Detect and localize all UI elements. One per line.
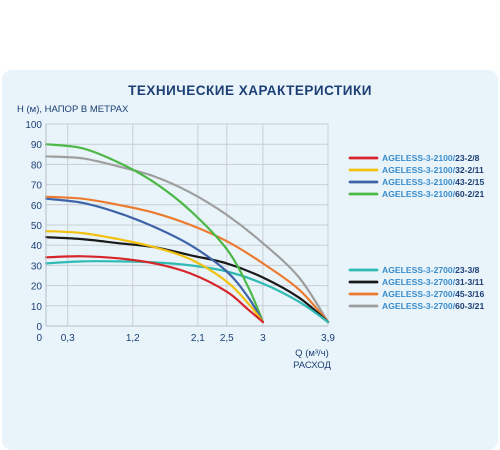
legend-model: AGELESS-3-2700/ — [382, 301, 456, 311]
legend-label: AGELESS-3-2700/23-3/8 — [382, 265, 480, 275]
series-line-43-2-15 — [44, 197, 264, 324]
legend-label: AGELESS-3-2100/43-2/15 — [382, 177, 484, 187]
x-axis-title: Q (м³/ч) — [295, 348, 329, 359]
legend-label: AGELESS-3-2700/31-3/11 — [382, 277, 484, 287]
legend-label: AGELESS-3-2100/23-2/8 — [382, 153, 480, 163]
series-line-32-2-11 — [44, 230, 264, 324]
legend-variant: 60-2/21 — [455, 189, 484, 199]
series-line-31-3-11 — [44, 236, 330, 324]
legend-model: AGELESS-3-2100/ — [382, 189, 456, 199]
legend-label: AGELESS-3-2100/32-2/11 — [382, 165, 484, 175]
y-axis-title: Н (м), НАПОР В МЕТРАХ — [17, 104, 129, 115]
legend-model: AGELESS-3-2700/ — [382, 265, 456, 275]
x-tick-label: 3 — [260, 333, 266, 344]
x-tick-label: 0,3 — [61, 333, 75, 344]
legend-model: AGELESS-3-2700/ — [382, 289, 456, 299]
y-tick-label: 50 — [31, 221, 43, 232]
x-tick-label: 1,2 — [126, 333, 140, 344]
series-line-23-2-8 — [44, 255, 264, 324]
series-line-60-3-21 — [44, 155, 330, 324]
y-tick-label: 90 — [31, 140, 43, 151]
legend-variant: 45-3/16 — [455, 289, 484, 299]
series-line-45-3-16 — [44, 195, 330, 324]
legend-variant: 23-3/8 — [455, 265, 480, 275]
chart-title: ТЕХНИЧЕСКИЕ ХАРАКТЕРИСТИКИ — [128, 83, 372, 98]
legend-label: AGELESS-3-2100/60-2/21 — [382, 189, 484, 199]
y-tick-label: 10 — [31, 302, 43, 313]
y-tick-label: 70 — [31, 181, 43, 192]
legend-model: AGELESS-3-2100/ — [382, 153, 456, 163]
legend-label: AGELESS-3-2700/60-3/21 — [382, 301, 484, 311]
legend-label: AGELESS-3-2700/45-3/16 — [382, 289, 484, 299]
x-tick-label: 3,9 — [321, 333, 335, 344]
origin-tick-label: 0 — [36, 333, 42, 344]
y-tick-label: 80 — [31, 160, 43, 171]
legend-variant: 43-2/15 — [455, 177, 484, 187]
y-tick-label: 20 — [31, 282, 43, 293]
chart-card: ТЕХНИЧЕСКИЕ ХАРАКТЕРИСТИКИ Н (м), НАПОР … — [2, 70, 498, 450]
legend-model: AGELESS-3-2100/ — [382, 177, 456, 187]
legend-model: AGELESS-3-2700/ — [382, 277, 456, 287]
pump-performance-chart: ТЕХНИЧЕСКИЕ ХАРАКТЕРИСТИКИ Н (м), НАПОР … — [17, 83, 484, 371]
y-tick-label: 100 — [25, 120, 42, 131]
x-tick-label: 2,1 — [191, 333, 205, 344]
series-line-23-3-8 — [44, 260, 330, 324]
y-tick-label: 0 — [36, 322, 42, 333]
legend-variant: 32-2/11 — [455, 165, 484, 175]
legend-model: AGELESS-3-2100/ — [382, 165, 456, 175]
series-line-60-2-21 — [44, 143, 264, 324]
x-axis-subtitle: РАСХОД — [293, 360, 331, 371]
legend-variant: 60-3/21 — [455, 301, 484, 311]
legend-variant: 23-2/8 — [455, 153, 480, 163]
y-tick-label: 30 — [31, 261, 43, 272]
y-tick-label: 40 — [31, 241, 43, 252]
x-tick-label: 2,5 — [220, 333, 234, 344]
y-tick-label: 60 — [31, 201, 43, 212]
legend-variant: 31-3/11 — [455, 277, 484, 287]
